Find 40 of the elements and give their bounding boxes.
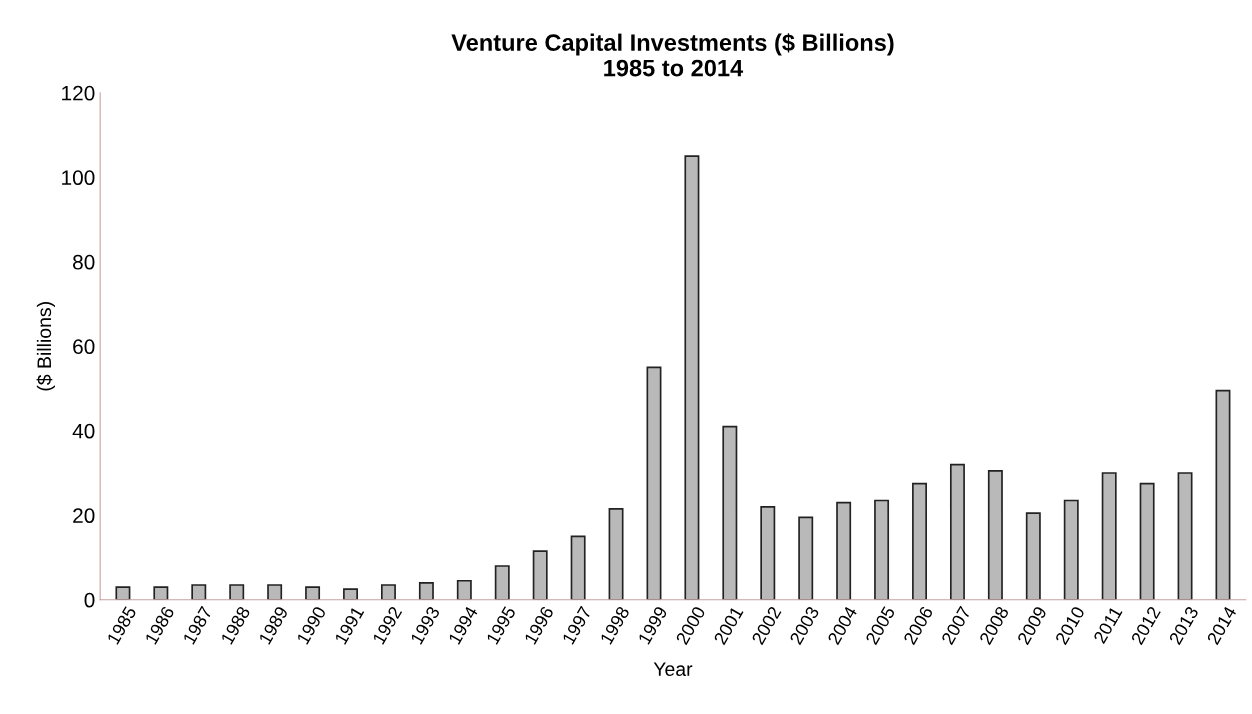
bar [1177, 472, 1193, 600]
bar [380, 584, 396, 600]
bar [115, 586, 131, 600]
bar [722, 425, 738, 600]
bar [456, 579, 472, 600]
bar [1101, 472, 1117, 600]
y-tick-label: 40 [72, 423, 95, 439]
bar [646, 366, 662, 600]
bar [153, 586, 169, 600]
y-tick-label: 100 [62, 170, 95, 186]
y-axis-title: ($ Billions) [36, 302, 55, 391]
bar [229, 584, 245, 600]
bar [684, 155, 700, 600]
bar [305, 586, 321, 600]
bar [191, 584, 207, 600]
bar [494, 565, 510, 600]
bar [874, 499, 890, 600]
bar [949, 463, 965, 600]
y-tick-label: 80 [73, 254, 95, 270]
chart-title: Venture Capital Investments ($ Billions) 1985 to 2014 [451, 33, 894, 77]
bar [1063, 499, 1079, 600]
bar [418, 582, 434, 600]
bar [1215, 389, 1231, 600]
bar [1139, 482, 1155, 600]
bar [987, 470, 1003, 600]
bar [836, 501, 852, 600]
y-tick-label: 60 [73, 339, 95, 355]
bar [267, 584, 283, 600]
y-tick-label: 120 [62, 85, 95, 101]
bar [532, 550, 548, 600]
bar [760, 505, 776, 600]
bar [343, 588, 358, 600]
bar [1025, 512, 1041, 600]
y-tick-label: 0 [84, 592, 95, 608]
bar [608, 508, 624, 600]
bar [570, 535, 586, 600]
bar [798, 516, 814, 600]
x-axis-title: Year [653, 662, 693, 676]
y-tick-label: 20 [73, 508, 95, 524]
bar [912, 482, 927, 600]
